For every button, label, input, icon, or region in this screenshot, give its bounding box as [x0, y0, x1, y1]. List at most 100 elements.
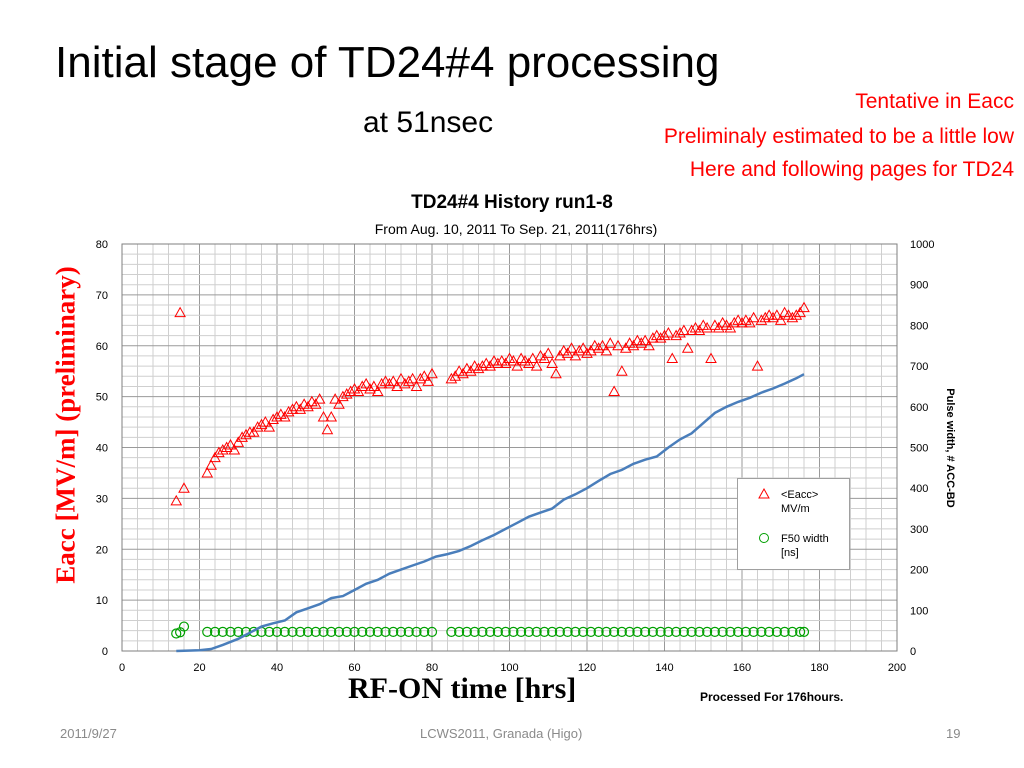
eacc-point: [561, 347, 574, 358]
y2-tick-label: 1000: [910, 239, 934, 251]
eacc-point: [360, 377, 372, 389]
f50-point: [233, 626, 244, 637]
eacc-point: [333, 398, 345, 409]
y2-tick-label: 600: [910, 402, 928, 414]
f50-point: [357, 626, 368, 637]
y-tick-label: 30: [96, 493, 108, 505]
y-tick-label: 60: [96, 341, 108, 353]
f50-point: [217, 626, 228, 637]
eacc-point: [565, 342, 578, 353]
eacc-point: [224, 438, 237, 450]
f50-point: [287, 626, 298, 637]
eacc-point: [759, 311, 772, 323]
eacc-point: [426, 367, 438, 379]
eacc-point: [794, 306, 806, 318]
f50-point: [508, 626, 519, 637]
x-tick-label: 120: [578, 662, 596, 674]
eacc-point: [786, 311, 799, 323]
f50-point: [523, 626, 534, 637]
footer-page-number: 19: [946, 726, 961, 741]
eacc-point: [585, 344, 597, 356]
f50-point: [302, 626, 314, 637]
eacc-point: [174, 306, 186, 318]
f50-point: [318, 626, 329, 637]
f50-point: [531, 626, 542, 637]
eacc-point: [228, 444, 241, 455]
f50-point: [485, 626, 496, 637]
eacc-point: [635, 337, 648, 348]
eacc-point: [340, 388, 353, 399]
legend-label-f50: F50 width [ns]: [781, 533, 829, 559]
f50-point: [477, 626, 488, 637]
f50-point: [740, 626, 751, 637]
eacc-point: [251, 421, 264, 432]
eacc-point: [383, 377, 396, 389]
f50-point: [647, 626, 658, 637]
note-line-3: Here and following pages for TD24: [689, 158, 1014, 181]
f50-point: [295, 626, 306, 637]
f50-point: [702, 626, 713, 637]
eacc-point: [464, 365, 477, 376]
f50-point: [671, 626, 682, 637]
x-tick-label: 40: [271, 662, 283, 674]
eacc-point: [507, 354, 520, 366]
eacc-point: [406, 372, 419, 384]
f50-point: [426, 626, 438, 637]
x-tick-label: 100: [500, 662, 518, 674]
note-line-2: Preliminaly estimated to be a little low: [663, 125, 1014, 148]
eacc-point: [712, 321, 725, 333]
eacc-point: [209, 451, 221, 463]
eacc-point: [259, 416, 272, 427]
eacc-point: [654, 332, 667, 343]
x-tick-label: 160: [733, 662, 751, 674]
eacc-point: [662, 327, 675, 338]
eacc-point: [573, 344, 586, 356]
triangle-marker-icon: [758, 488, 770, 499]
eacc-point: [705, 352, 717, 363]
eacc-point: [685, 324, 698, 335]
eacc-point: [751, 360, 764, 371]
eacc-point: [220, 441, 233, 452]
f50-point: [516, 626, 527, 637]
f50-point: [725, 626, 736, 637]
f50-point: [717, 626, 728, 637]
f50-point: [403, 626, 414, 637]
eacc-point: [530, 360, 543, 371]
f50-point: [733, 626, 744, 637]
eacc-point: [371, 385, 384, 397]
y2-tick-label: 300: [910, 524, 928, 536]
eacc-point: [774, 314, 787, 325]
f50-point: [694, 626, 705, 637]
eacc-point: [255, 418, 268, 430]
eacc-point: [678, 324, 690, 335]
eacc-point: [364, 382, 376, 394]
f50-point: [798, 626, 810, 637]
f50-point: [554, 626, 565, 637]
eacc-point: [612, 339, 624, 351]
y2-tick-label: 400: [910, 483, 928, 495]
eacc-point: [399, 377, 411, 389]
eacc-point: [798, 301, 810, 313]
y2-axis-label: Pulse width, # ACC-BD: [944, 388, 956, 508]
f50-point: [795, 626, 806, 637]
f50-point: [771, 626, 782, 637]
y-tick-label: 80: [96, 239, 108, 251]
f50-point: [380, 626, 391, 637]
f50-point: [539, 626, 550, 637]
chart-subtitle: From Aug. 10, 2011 To Sep. 21, 2011(176h…: [374, 221, 658, 237]
eacc-point: [344, 385, 357, 397]
eacc-point: [329, 393, 341, 404]
eacc-point: [743, 316, 756, 328]
f50-point: [787, 626, 798, 637]
eacc-point: [240, 428, 252, 440]
eacc-point: [282, 405, 295, 417]
eacc-point: [313, 393, 326, 404]
f50-point: [756, 626, 767, 637]
eacc-point: [658, 329, 671, 341]
chart-title: TD24#4 History run1-8: [411, 192, 613, 213]
eacc-point: [526, 352, 539, 363]
y-axis-label: Eacc [MV/m] (preliminary): [50, 266, 81, 584]
eacc-point: [317, 410, 330, 422]
f50-point: [609, 626, 620, 637]
y2-tick-label: 100: [910, 605, 928, 617]
